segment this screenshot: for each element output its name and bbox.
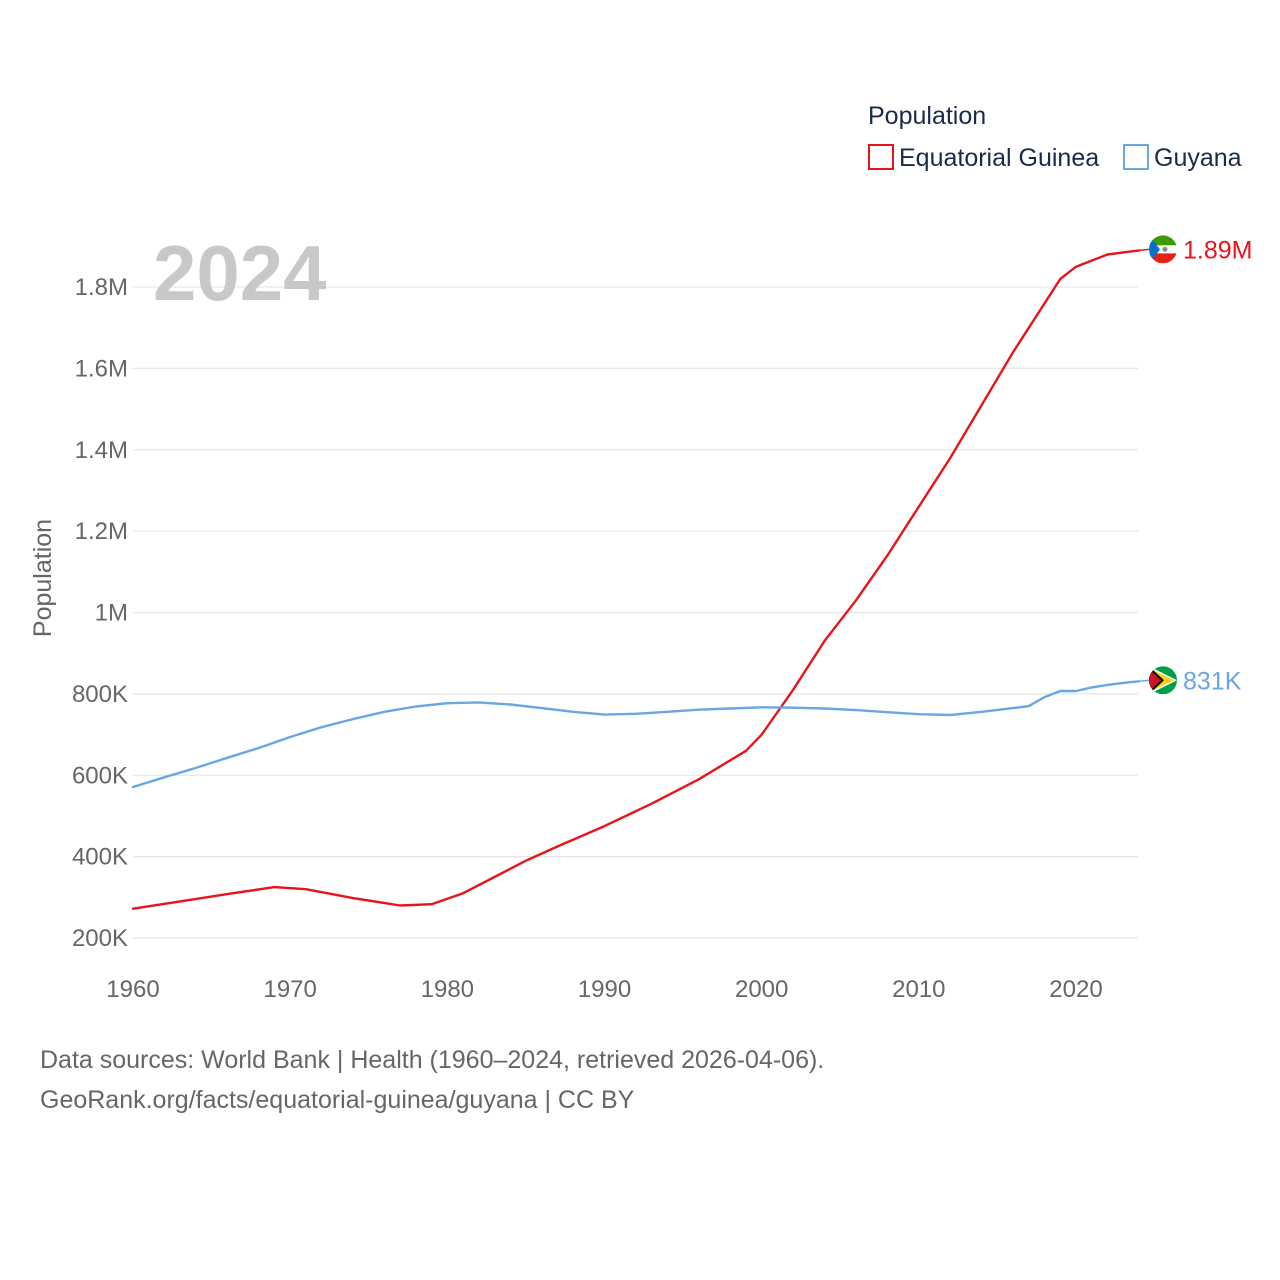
x-tick-label: 2010	[892, 976, 945, 1003]
y-tick-label: 1M	[95, 600, 128, 627]
y-tick-label: 400K	[72, 844, 128, 871]
guyana-flag-icon	[1149, 666, 1177, 695]
end-connector	[1138, 679, 1150, 683]
series-lines	[131, 249, 1141, 910]
y-tick-label: 1.4M	[75, 437, 128, 464]
equatorial-guinea-flag-icon	[1149, 235, 1177, 264]
x-tick-label: 1960	[106, 976, 159, 1003]
end-value-label-equatorial-guinea: 1.89M	[1183, 236, 1252, 264]
legend: Population Equatorial Guinea Guyana	[868, 102, 1242, 172]
x-axis-ticks: 1960 1970 1980 1990 2000 2010 2020	[106, 976, 1102, 1003]
x-tick-label: 2000	[735, 976, 788, 1003]
source-line-2: GeoRank.org/facts/equatorial-guinea/guya…	[40, 1086, 635, 1114]
x-tick-label: 1980	[421, 976, 474, 1003]
series-line-guyana[interactable]	[131, 680, 1141, 789]
end-connector	[1138, 248, 1150, 252]
series-end-markers: 1.89M 831K	[1138, 235, 1252, 695]
x-tick-label: 1990	[578, 976, 631, 1003]
year-watermark: 2024	[153, 229, 327, 317]
y-tick-label: 800K	[72, 681, 128, 708]
x-tick-label: 1970	[263, 976, 316, 1003]
gridlines	[133, 286, 1138, 939]
source-line-1: Data sources: World Bank | Health (1960–…	[40, 1046, 825, 1074]
y-tick-label: 600K	[72, 762, 128, 789]
y-tick-label: 1.8M	[75, 274, 128, 301]
series-line-equatorial-guinea[interactable]	[131, 249, 1141, 910]
legend-title: Population	[868, 102, 986, 130]
legend-label-guyana[interactable]: Guyana	[1154, 144, 1242, 172]
y-tick-label: 200K	[72, 925, 128, 952]
x-tick-label: 2020	[1049, 976, 1102, 1003]
end-value-label-guyana: 831K	[1183, 667, 1242, 695]
legend-label-equatorial-guinea[interactable]: Equatorial Guinea	[899, 144, 1099, 172]
y-tick-label: 1.2M	[75, 518, 128, 545]
y-tick-label: 1.6M	[75, 355, 128, 382]
y-axis-label: Population	[29, 519, 57, 637]
y-axis-ticks: 200K 400K 600K 800K 1M 1.2M 1.4M 1.6M 1.8M	[72, 274, 128, 952]
legend-swatch-guyana[interactable]	[1123, 144, 1149, 170]
legend-swatch-equatorial-guinea[interactable]	[868, 144, 894, 170]
